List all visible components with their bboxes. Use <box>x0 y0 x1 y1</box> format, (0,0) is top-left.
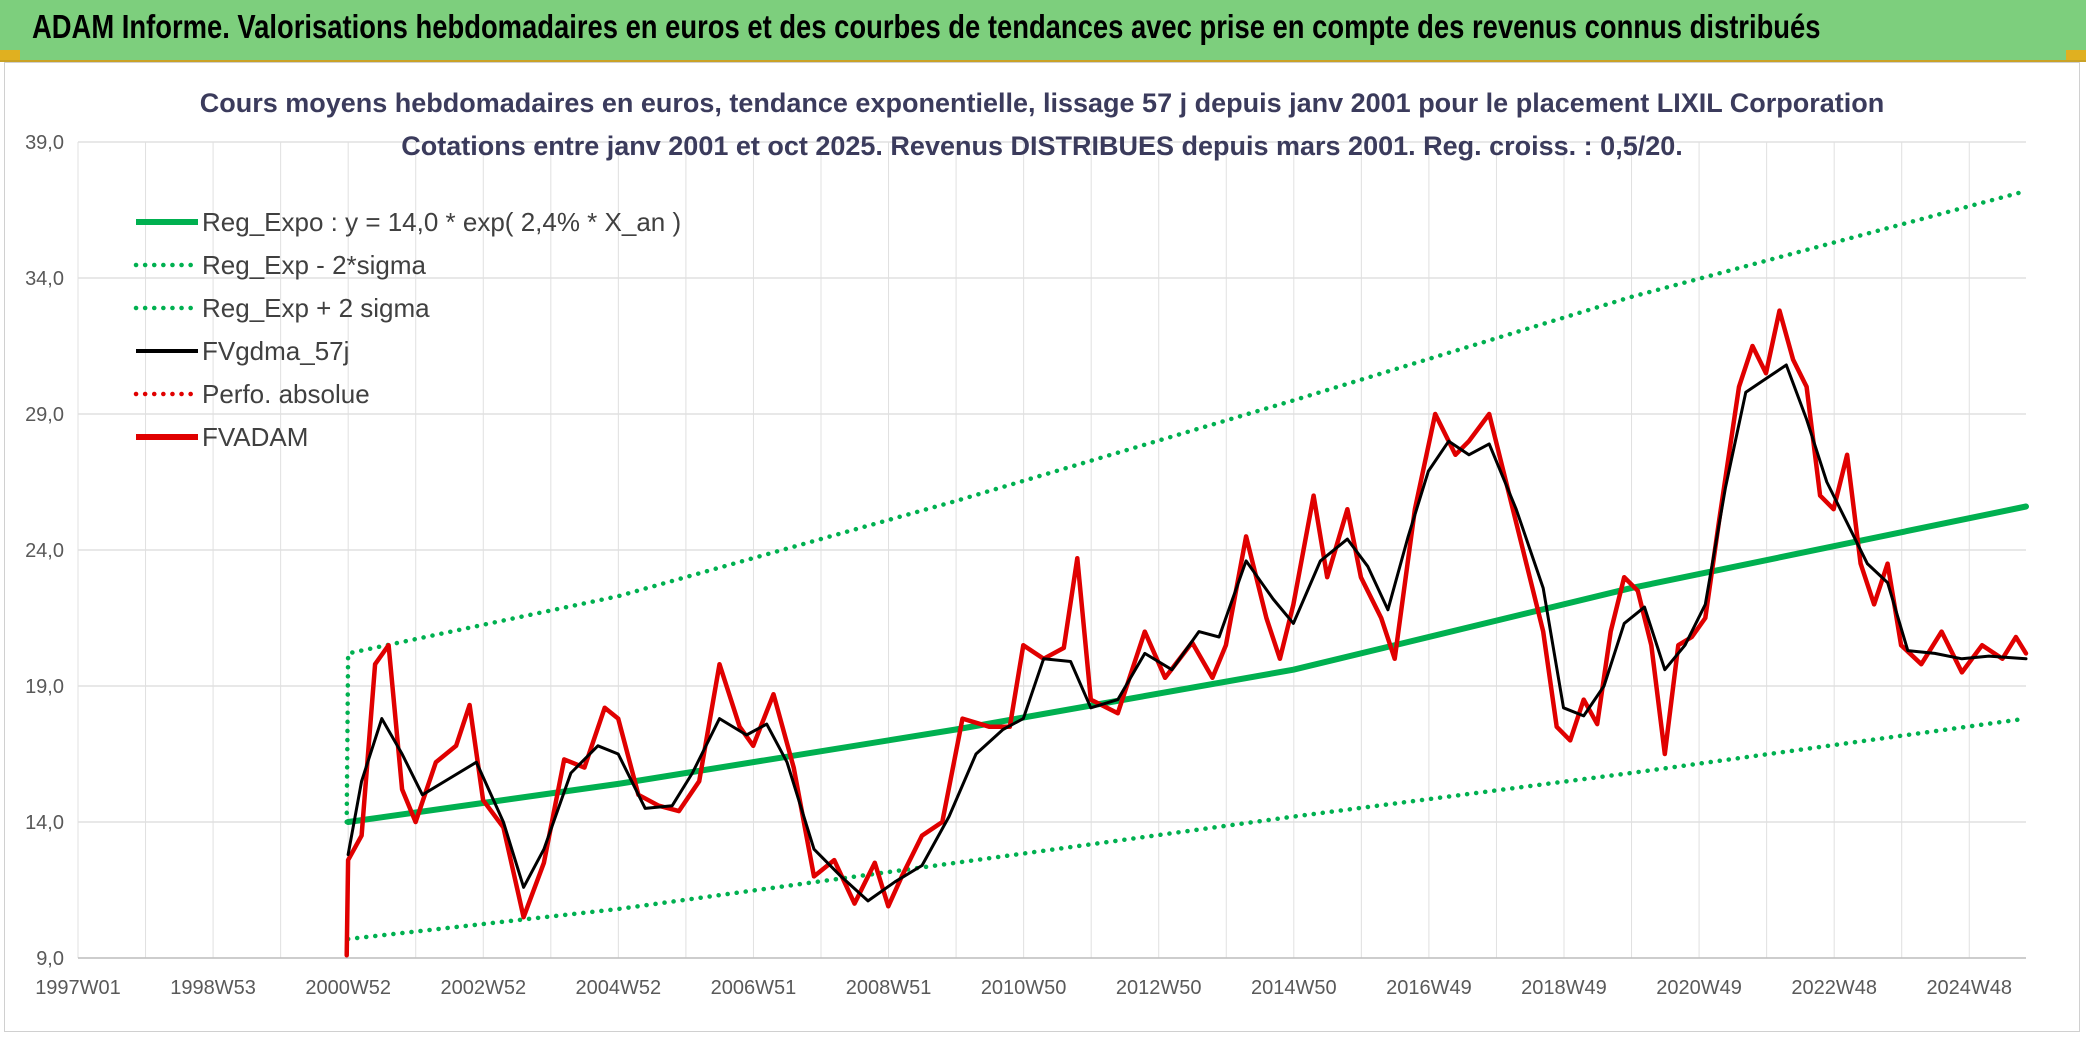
y-tick-label: 9,0 <box>36 948 64 970</box>
series-line-0 <box>345 503 2029 825</box>
y-tick-label: 19,0 <box>25 676 64 698</box>
x-tick-label: 2018W49 <box>1521 977 1607 999</box>
banner-corner-right <box>2066 50 2086 60</box>
x-tick-label: 1997W01 <box>35 977 121 999</box>
x-tick-label: 2022W48 <box>1791 977 1877 999</box>
legend-label: Perfo. absolue <box>202 379 370 409</box>
chart-title: Cours moyens hebdomadaires en euros, ten… <box>200 88 1885 118</box>
legend-label: Reg_Exp - 2*sigma <box>202 250 427 280</box>
report-title: ADAM Informe. Valorisations hebdomadaire… <box>32 8 1821 45</box>
y-axis: 9,0 14,0 19,0 24,0 29,0 34,0 39,0 <box>25 132 64 970</box>
legend-label: FVgdma_57j <box>202 336 349 366</box>
x-tick-label: 2024W48 <box>1926 977 2012 999</box>
x-tick-label: 2004W52 <box>576 977 662 999</box>
x-tick-label: 2010W50 <box>981 977 1067 999</box>
chart-frame <box>4 62 2080 1032</box>
y-tick-label: 39,0 <box>25 132 64 154</box>
x-tick-label: 1998W53 <box>170 977 256 999</box>
legend-label: FVADAM <box>202 422 308 452</box>
x-axis: 1997W01 1998W53 2000W52 2002W52 2004W52 2006W… <box>35 977 2012 999</box>
legend-label: Reg_Exp + 2 sigma <box>202 293 430 323</box>
series-layer <box>344 188 2029 958</box>
series-line-1 <box>345 716 2029 942</box>
legend-label: Reg_Expo : y = 14,0 * exp( 2,4% * X_an ) <box>202 207 681 237</box>
x-tick-label: 2016W49 <box>1386 977 1472 999</box>
y-tick-label: 34,0 <box>25 268 64 290</box>
y-tick-label: 14,0 <box>25 812 64 834</box>
y-tick-label: 24,0 <box>25 540 64 562</box>
chart-subtitle: Cotations entre janv 2001 et oct 2025. R… <box>401 131 1683 161</box>
x-tick-label: 2014W50 <box>1251 977 1337 999</box>
series-line-3 <box>346 363 2028 903</box>
legend: Reg_Expo : y = 14,0 * exp( 2,4% * X_an )… <box>133 207 681 452</box>
x-tick-label: 2006W51 <box>711 977 797 999</box>
banner-corner-left <box>0 50 20 60</box>
x-tick-label: 2002W52 <box>440 977 526 999</box>
x-tick-label: 2000W52 <box>305 977 391 999</box>
report-banner: ADAM Informe. Valorisations hebdomadaire… <box>0 0 2086 62</box>
chart-grid <box>77 141 2026 959</box>
x-tick-label: 2008W51 <box>846 977 932 999</box>
series-line-2 <box>344 188 2029 825</box>
x-tick-label: 2020W49 <box>1656 977 1742 999</box>
series-line-5 <box>344 308 2029 958</box>
y-tick-label: 29,0 <box>25 404 64 426</box>
x-tick-label: 2012W50 <box>1116 977 1202 999</box>
